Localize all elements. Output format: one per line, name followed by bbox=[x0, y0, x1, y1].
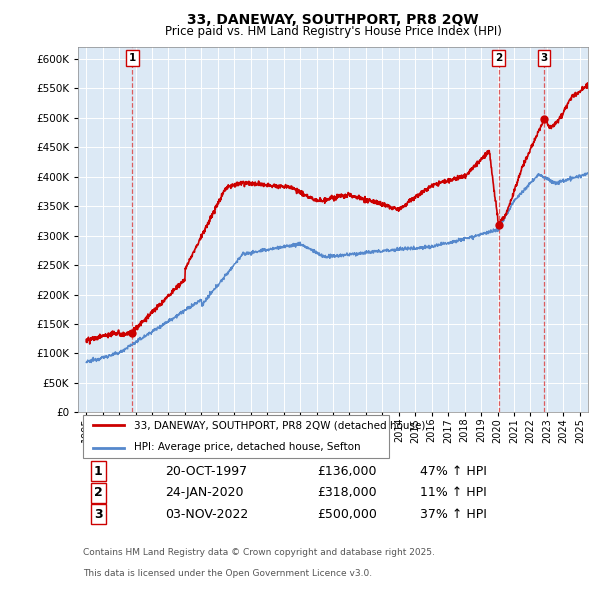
FancyBboxPatch shape bbox=[83, 415, 389, 458]
Text: 1: 1 bbox=[94, 465, 103, 478]
Text: 33, DANEWAY, SOUTHPORT, PR8 2QW (detached house): 33, DANEWAY, SOUTHPORT, PR8 2QW (detache… bbox=[134, 421, 425, 431]
Text: 3: 3 bbox=[541, 53, 548, 63]
Text: 03-NOV-2022: 03-NOV-2022 bbox=[164, 508, 248, 521]
Text: 2: 2 bbox=[94, 486, 103, 499]
Text: 47% ↑ HPI: 47% ↑ HPI bbox=[420, 465, 487, 478]
Text: This data is licensed under the Open Government Licence v3.0.: This data is licensed under the Open Gov… bbox=[83, 569, 372, 578]
Text: 11% ↑ HPI: 11% ↑ HPI bbox=[420, 486, 487, 499]
Text: 24-JAN-2020: 24-JAN-2020 bbox=[164, 486, 243, 499]
Text: 33, DANEWAY, SOUTHPORT, PR8 2QW: 33, DANEWAY, SOUTHPORT, PR8 2QW bbox=[187, 12, 479, 27]
Text: Price paid vs. HM Land Registry's House Price Index (HPI): Price paid vs. HM Land Registry's House … bbox=[164, 25, 502, 38]
Text: 2: 2 bbox=[495, 53, 502, 63]
Text: HPI: Average price, detached house, Sefton: HPI: Average price, detached house, Seft… bbox=[134, 442, 361, 452]
Text: 37% ↑ HPI: 37% ↑ HPI bbox=[420, 508, 487, 521]
Text: 1: 1 bbox=[128, 53, 136, 63]
Text: £318,000: £318,000 bbox=[318, 486, 377, 499]
Text: 3: 3 bbox=[94, 508, 103, 521]
Text: £500,000: £500,000 bbox=[318, 508, 377, 521]
Text: 20-OCT-1997: 20-OCT-1997 bbox=[164, 465, 247, 478]
Text: £136,000: £136,000 bbox=[318, 465, 377, 478]
Text: Contains HM Land Registry data © Crown copyright and database right 2025.: Contains HM Land Registry data © Crown c… bbox=[83, 548, 435, 556]
